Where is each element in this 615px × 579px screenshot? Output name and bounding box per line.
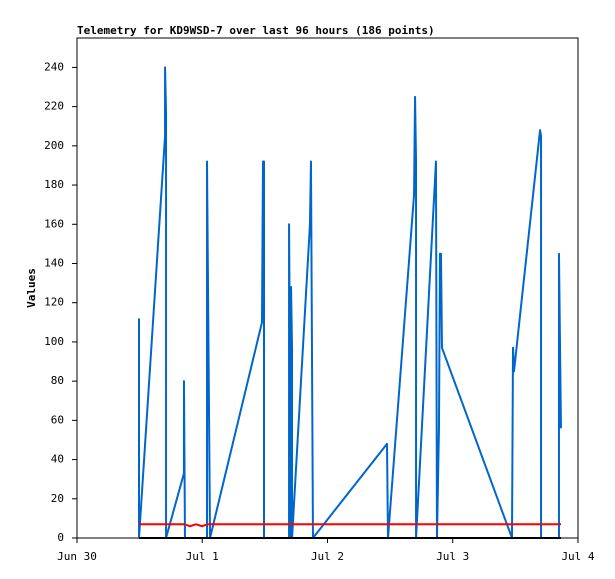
y-tick-label: 0: [57, 531, 64, 544]
y-tick-label: 180: [44, 178, 64, 191]
y-tick-label: 120: [44, 296, 64, 309]
x-tick-label: Jun 30: [57, 550, 97, 563]
y-tick-label: 80: [51, 374, 64, 387]
y-tick-label: 60: [51, 413, 64, 426]
x-tick-label: Jul 4: [561, 550, 594, 563]
x-tick-label: Jul 3: [436, 550, 469, 563]
x-tick-label: Jul 2: [311, 550, 344, 563]
x-tick-label: Jul 1: [186, 550, 219, 563]
y-tick-label: 240: [44, 60, 64, 73]
y-tick-label: 200: [44, 139, 64, 152]
y-tick-label: 140: [44, 256, 64, 269]
y-tick-label: 160: [44, 217, 64, 230]
y-tick-label: 100: [44, 335, 64, 348]
y-tick-label: 20: [51, 492, 64, 505]
y-tick-label: 40: [51, 453, 64, 466]
y-axis-label: Values: [25, 268, 38, 308]
chart-title: Telemetry for KD9WSD-7 over last 96 hour…: [77, 24, 435, 37]
plot-frame: [76, 37, 579, 539]
series-line: [138, 66, 562, 539]
series-line: [139, 523, 561, 528]
y-tick-label: 220: [44, 100, 64, 113]
